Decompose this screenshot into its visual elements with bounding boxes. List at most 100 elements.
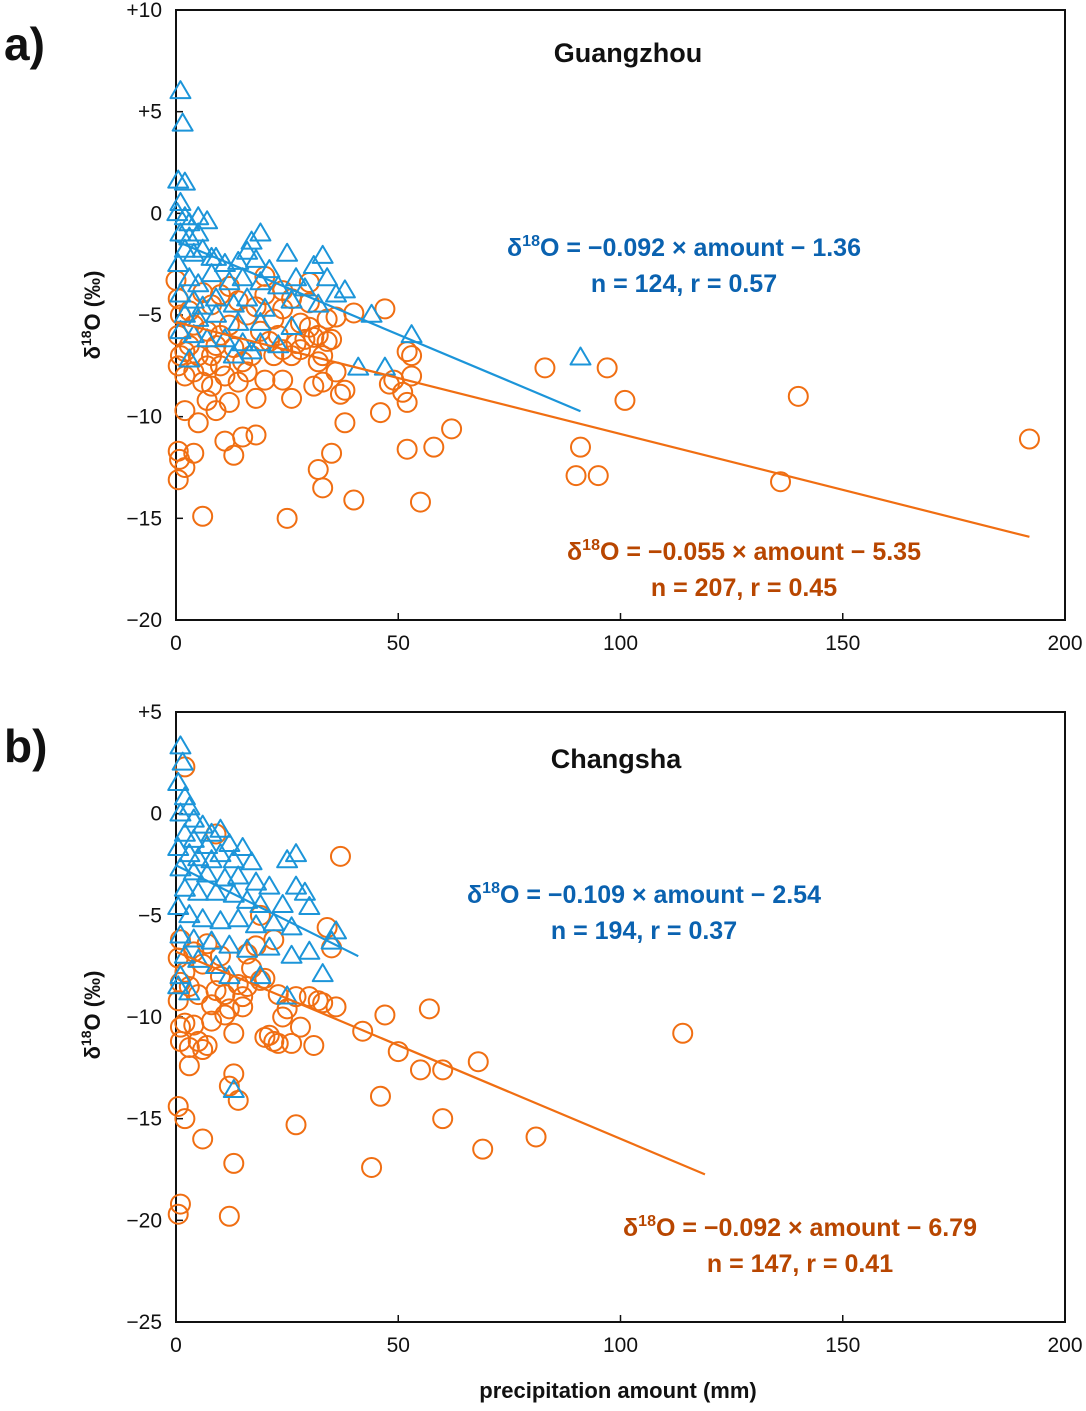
- fit-line-dry: [175, 950, 706, 1176]
- circle-point: [201, 1010, 223, 1032]
- triangle-point: [236, 287, 259, 307]
- triangle-point: [213, 867, 236, 887]
- circle-point: [196, 933, 218, 955]
- circle-point: [201, 375, 223, 397]
- fit-lines-a: [175, 239, 1030, 538]
- circle-point: [565, 465, 587, 487]
- y-tick-label: −5: [138, 904, 162, 927]
- fit-line-wet: [175, 239, 581, 413]
- circle-point: [596, 357, 618, 379]
- triangle-point: [191, 238, 214, 258]
- triangle-point: [169, 857, 192, 877]
- triangle-point: [400, 324, 423, 344]
- circle-point: [276, 507, 298, 529]
- triangle-point: [196, 835, 219, 854]
- triangle-point: [209, 910, 232, 930]
- x-tick-label: 200: [1047, 1334, 1082, 1357]
- stats-wet-a: n = 124, r = 0.57: [591, 270, 777, 298]
- circle-point: [167, 469, 189, 491]
- fit-line-dry: [175, 321, 1030, 538]
- triangle-point: [182, 242, 205, 262]
- circle-point: [227, 1089, 249, 1111]
- circle-point: [392, 381, 414, 403]
- triangle-point: [258, 875, 281, 895]
- triangle-point: [167, 771, 190, 791]
- triangle-point: [569, 346, 592, 366]
- triangle-point: [325, 283, 348, 303]
- circle-point: [672, 1022, 694, 1044]
- axis-ticks-b: 0 50 100 150 200 +5 0 −5 −10 −15 −20 −25: [126, 701, 1082, 1357]
- triangle-point: [240, 851, 263, 871]
- triangle-point: [245, 871, 268, 891]
- circle-point: [387, 1041, 409, 1063]
- x-tick-label: 0: [170, 632, 182, 655]
- triangle-point: [231, 332, 254, 352]
- circle-point: [232, 426, 254, 448]
- triangle-point: [178, 843, 201, 863]
- triangle-point: [169, 222, 192, 242]
- circle-point: [281, 387, 303, 409]
- circle-point: [329, 845, 351, 867]
- x-tick-label: 200: [1047, 632, 1082, 655]
- triangle-point: [187, 222, 210, 242]
- triangle-point: [191, 814, 214, 834]
- y-tick-label: +5: [138, 101, 162, 124]
- circle-point: [614, 389, 636, 411]
- triangle-point: [249, 311, 272, 331]
- circle-point: [467, 1051, 489, 1073]
- circle-point: [325, 996, 347, 1018]
- triangle-point: [267, 334, 290, 354]
- triangle-point: [205, 881, 228, 901]
- y-tick-label: −10: [126, 406, 162, 429]
- triangle-point: [213, 328, 236, 348]
- circle-point: [187, 412, 209, 434]
- triangle-point: [205, 303, 228, 323]
- circle-point: [329, 383, 351, 405]
- circle-point: [218, 391, 240, 413]
- circle-point: [525, 1126, 547, 1148]
- circle-point: [787, 385, 809, 407]
- circle-point: [352, 1020, 374, 1042]
- triangle-point: [245, 248, 268, 268]
- triangle-point: [222, 883, 245, 903]
- circle-point: [272, 369, 294, 391]
- triangle-point: [267, 275, 290, 295]
- circle-point: [267, 324, 289, 346]
- triangle-point: [231, 267, 254, 287]
- triangle-point: [240, 340, 263, 360]
- x-axis-label: precipitation amount (mm): [479, 1378, 756, 1403]
- triangle-point: [187, 847, 210, 867]
- circle-point: [183, 361, 205, 383]
- triangle-point: [169, 965, 192, 985]
- triangle-point: [173, 822, 196, 842]
- equation-wet-b: δ18O = −0.109 × amount − 2.54: [467, 880, 821, 909]
- circle-point: [249, 904, 271, 926]
- y-tick-label: −15: [126, 1108, 162, 1131]
- triangle-point: [218, 934, 241, 954]
- city-title-a: Guangzhou: [554, 38, 702, 68]
- triangle-point: [236, 938, 259, 958]
- circle-point: [232, 996, 254, 1018]
- equation-dry-b: δ18O = −0.092 × amount − 6.79: [623, 1213, 977, 1242]
- triangle-point: [222, 1079, 245, 1098]
- circle-point: [374, 298, 396, 320]
- circle-point: [1018, 428, 1040, 450]
- circle-point: [361, 1156, 383, 1178]
- triangle-point: [253, 297, 276, 317]
- y-tick-label: 0: [150, 803, 162, 826]
- triangle-point: [302, 255, 325, 274]
- triangle-point: [249, 271, 272, 291]
- circle-point: [281, 1032, 303, 1054]
- triangle-point: [200, 822, 223, 842]
- triangle-point: [169, 735, 192, 755]
- triangle-point: [167, 252, 190, 272]
- triangle-point: [167, 169, 190, 189]
- circle-point: [174, 1108, 196, 1130]
- circle-point: [587, 465, 609, 487]
- circle-point: [294, 328, 316, 350]
- triangle-point: [262, 912, 285, 932]
- circle-point: [432, 1059, 454, 1081]
- circle-point: [214, 365, 236, 387]
- triangle-point: [311, 244, 334, 264]
- circle-point: [289, 339, 311, 361]
